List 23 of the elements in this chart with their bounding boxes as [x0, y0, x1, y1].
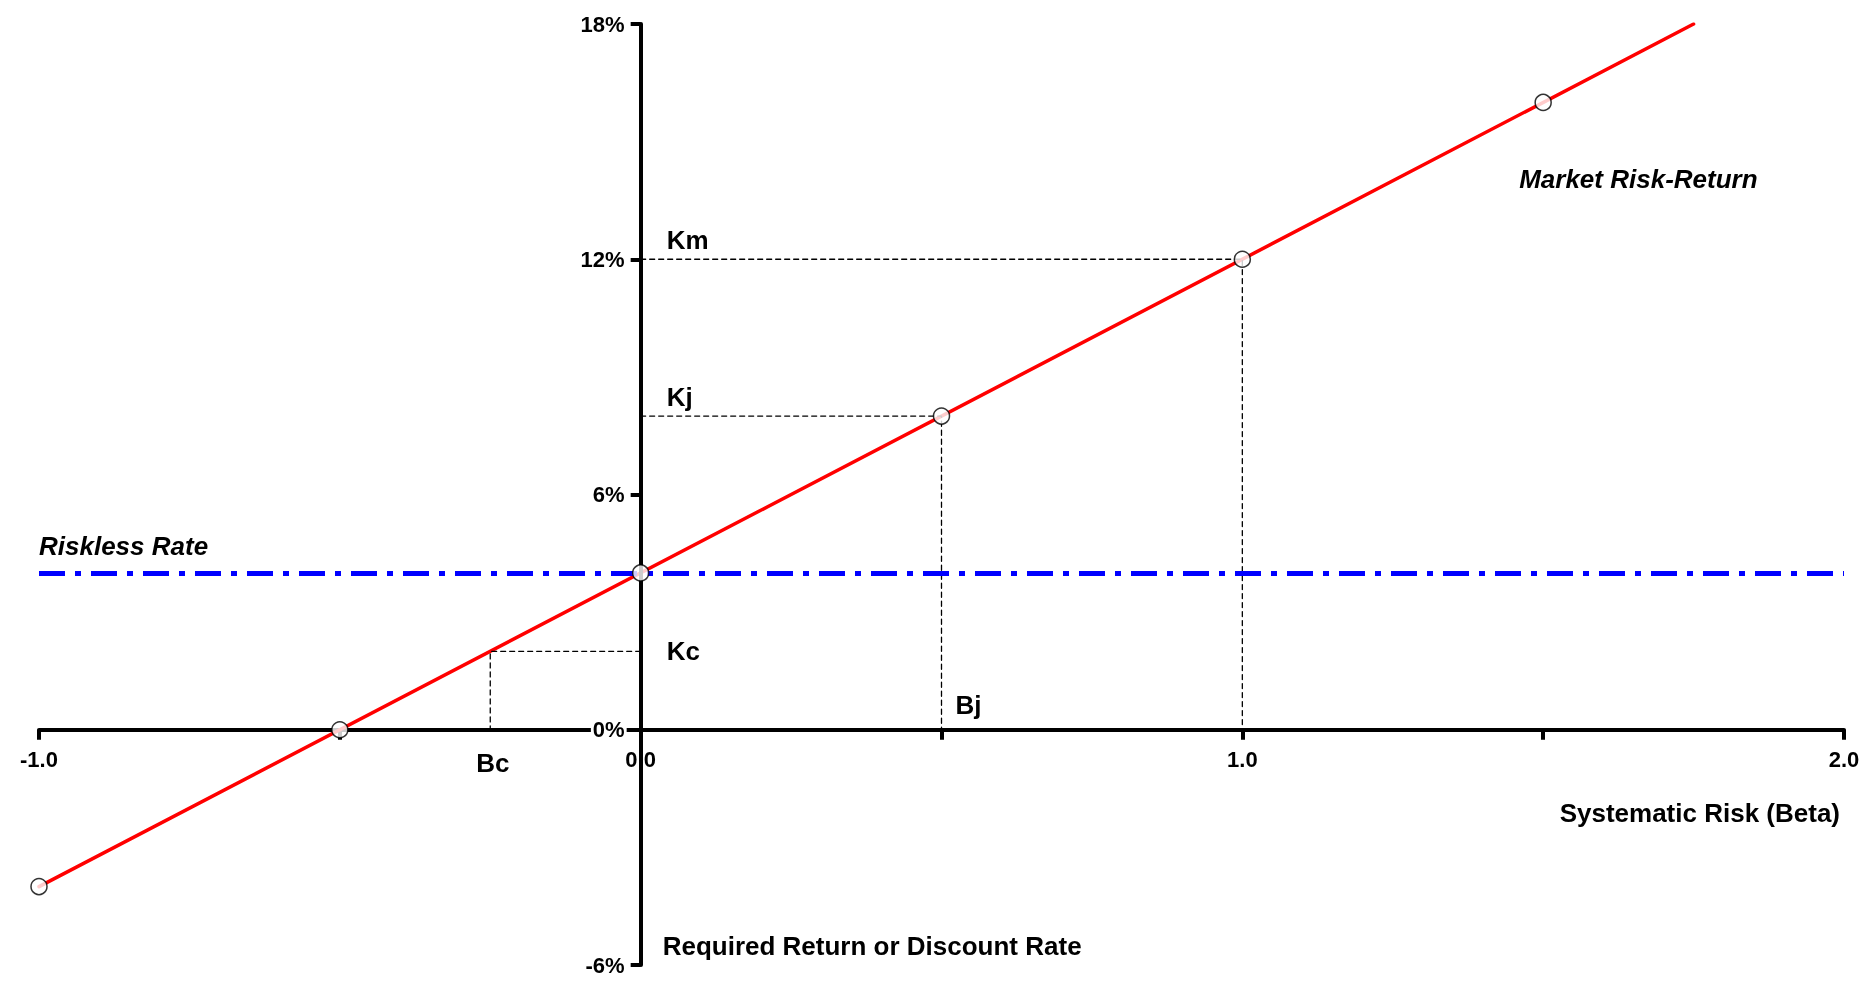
x-tick-label: 1.0 — [1227, 747, 1258, 773]
point — [1233, 250, 1252, 268]
y-tick-label: 12% — [580, 246, 625, 272]
x-tick-label: 2.0 — [1828, 747, 1860, 773]
annotation: Kc — [666, 636, 700, 667]
point — [30, 877, 48, 896]
y-tick-label: 6% — [592, 482, 625, 507]
point — [631, 564, 650, 582]
x-tick-label: -1.0 — [20, 747, 58, 773]
point — [331, 721, 349, 739]
y-tick-label: -6% — [585, 952, 625, 978]
x-axis-title: Systematic Risk (Beta) — [1559, 797, 1840, 828]
point — [932, 407, 951, 425]
annotation: Km — [666, 225, 709, 256]
annotation: Bc — [476, 747, 510, 778]
annotation: Bj — [955, 689, 982, 720]
y-tick-label: 18% — [580, 11, 625, 37]
series-label: Market Risk-Return — [1519, 164, 1758, 194]
ref-line-label: Riskless Rate — [39, 530, 209, 561]
point — [1534, 93, 1552, 112]
annotation: Kj — [666, 382, 693, 413]
y-tick-label: 0% — [592, 717, 625, 743]
y-axis-title: Required Return or Discount Rate — [662, 931, 1082, 961]
